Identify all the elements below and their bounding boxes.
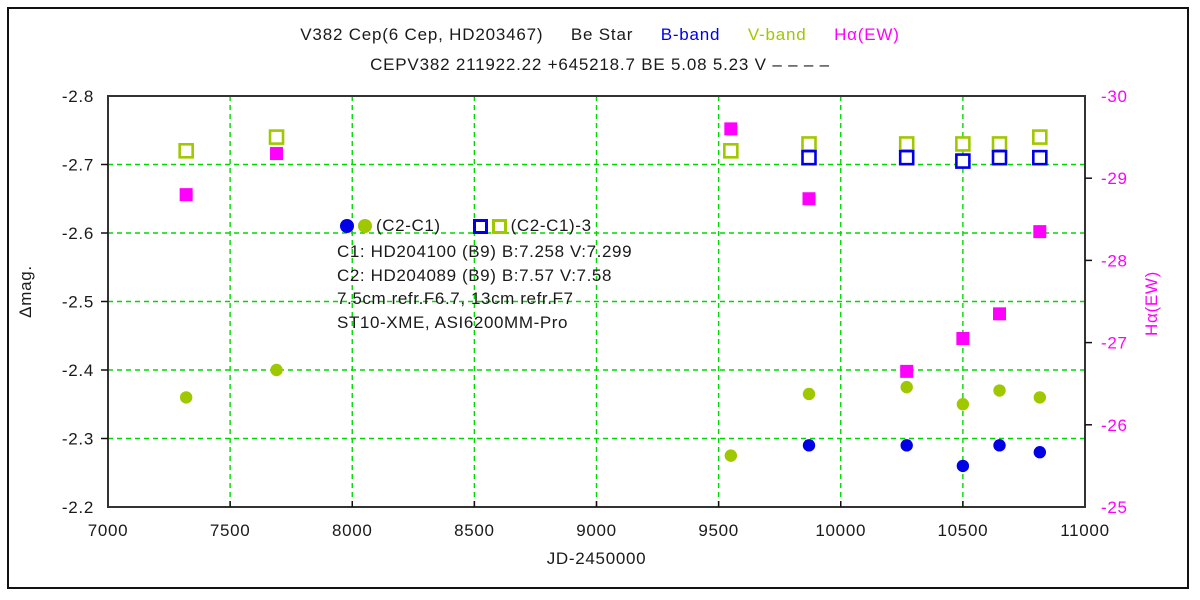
data-point-open-square — [991, 136, 1008, 152]
y-left-tick-label: -2.6 — [62, 224, 94, 243]
y-right-tick-label: -26 — [1101, 416, 1128, 435]
data-point-circle — [993, 439, 1006, 452]
data-point-open-square — [955, 136, 971, 152]
title-legend-halpha: Hα(EW) — [834, 25, 900, 44]
y-left-tick-label: -2.8 — [62, 87, 94, 106]
y-left-tick-label: -2.3 — [62, 430, 94, 449]
title-legend-v-band: V-band — [747, 25, 807, 44]
data-point-open-square — [898, 149, 915, 166]
annotation-comp-star-2: C2: HD204089 (B9) B:7.57 V:7.58 — [337, 265, 613, 285]
data-point-open-square — [898, 136, 915, 152]
data-point-circle — [724, 449, 738, 462]
y-right-tick-label: -30 — [1101, 87, 1128, 106]
legend-open-label: (C2-C1)-3 — [510, 216, 592, 235]
data-point-open-square — [955, 153, 971, 169]
data-point-circle — [956, 398, 970, 411]
data-point-open-square — [1032, 149, 1048, 166]
x-tick-label: 11000 — [1060, 521, 1110, 540]
data-point-square — [1033, 225, 1047, 239]
y-right-tick-label: -28 — [1101, 251, 1128, 270]
y-right-axis-title: Hα(EW) — [1142, 271, 1161, 336]
x-tick-label: 9500 — [698, 521, 739, 540]
annotation-comp-star-1: C1: HD204100 (B9) B:7.258 V:7.299 — [337, 242, 633, 261]
y-left-tick-label: -2.4 — [62, 361, 94, 380]
x-tick-label: 7500 — [210, 521, 251, 540]
x-tick-label: 9000 — [576, 521, 617, 540]
data-point-square — [724, 122, 738, 136]
y-right-tick-label: -27 — [1101, 334, 1128, 353]
data-point-circle — [900, 439, 913, 452]
chart-subtitle: CEPV382 211922.22 +645218.7 BE 5.08 5.23… — [370, 55, 830, 74]
title-star-type: Be Star — [570, 25, 634, 44]
title-legend-b-band: B-band — [660, 25, 721, 44]
annotation-telescopes: 7.5cm refr.F6.7, 13cm refr.F7 — [337, 289, 574, 308]
v-band-open-square-marker — [491, 218, 507, 234]
data-point-square — [270, 147, 284, 161]
data-point-square — [802, 192, 816, 206]
v-band-filled-circle-marker — [358, 219, 372, 233]
data-point-open-square — [801, 149, 817, 166]
data-point-circle — [1033, 391, 1047, 404]
data-point-open-square — [178, 143, 194, 159]
data-point-circle — [1033, 446, 1047, 459]
x-tick-label: 8500 — [454, 521, 495, 540]
data-point-circle — [956, 459, 970, 473]
data-point-circle — [900, 380, 913, 394]
data-point-square — [956, 331, 970, 345]
in-plot-legend: (C2-C1) (C2-C1)-3 — [340, 216, 594, 236]
annotation-block: C1: HD204100 (B9) B:7.258 V:7.299 C2: HD… — [337, 240, 632, 334]
data-point-circle — [993, 384, 1006, 397]
b-band-filled-circle-marker — [340, 219, 354, 233]
y-left-axis-title: Δmag. — [16, 265, 35, 318]
b-band-open-square-marker — [472, 218, 488, 234]
data-point-square — [900, 364, 914, 378]
data-point-circle — [179, 391, 193, 404]
data-point-circle — [270, 363, 283, 377]
y-left-tick-label: -2.2 — [62, 498, 94, 517]
title-star-name: V382 Cep(6 Cep, HD203467) — [300, 25, 544, 44]
data-point-square — [179, 188, 193, 202]
x-tick-label: 7000 — [88, 521, 129, 540]
data-point-circle — [802, 439, 816, 452]
x-axis-title: JD-2450000 — [547, 549, 647, 568]
data-point-open-square — [268, 129, 285, 145]
chart-title: V382 Cep(6 Cep, HD203467) Be Star B-band… — [0, 25, 1200, 45]
y-left-tick-label: -2.7 — [62, 156, 94, 175]
x-tick-label: 10000 — [815, 521, 866, 540]
data-point-square — [993, 307, 1007, 321]
data-point-open-square — [991, 149, 1008, 166]
legend-filled-label: (C2-C1) — [376, 216, 441, 235]
data-point-open-square — [723, 143, 739, 159]
data-point-circle — [802, 387, 816, 401]
y-right-tick-label: -25 — [1101, 498, 1128, 517]
y-right-tick-label: -29 — [1101, 169, 1128, 188]
x-tick-label: 10500 — [937, 521, 988, 540]
y-left-tick-label: -2.5 — [62, 293, 94, 312]
data-point-open-square — [801, 136, 817, 152]
x-tick-label: 8000 — [332, 521, 373, 540]
data-point-open-square — [1032, 129, 1048, 145]
annotation-cameras: ST10-XME, ASI6200MM-Pro — [337, 312, 569, 332]
